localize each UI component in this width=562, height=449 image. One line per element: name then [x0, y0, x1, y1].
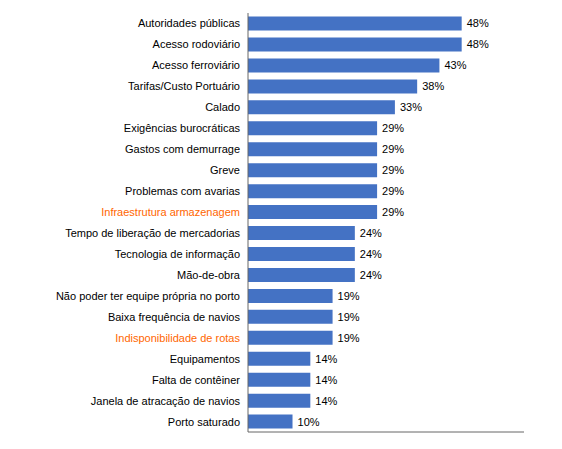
svg-text:48%: 48% — [467, 17, 489, 29]
svg-text:Não poder ter equipe própria n: Não poder ter equipe própria no porto — [56, 290, 240, 302]
svg-text:29%: 29% — [382, 164, 404, 176]
svg-text:43%: 43% — [444, 59, 466, 71]
svg-text:19%: 19% — [338, 332, 360, 344]
svg-text:Falta de contêiner: Falta de contêiner — [152, 374, 240, 386]
svg-text:14%: 14% — [315, 395, 337, 407]
svg-text:29%: 29% — [382, 185, 404, 197]
svg-text:Acesso ferroviário: Acesso ferroviário — [152, 59, 240, 71]
svg-text:24%: 24% — [360, 269, 382, 281]
svg-text:Indisponibilidade de rotas: Indisponibilidade de rotas — [115, 332, 240, 344]
svg-text:38%: 38% — [422, 80, 444, 92]
svg-text:Tempo de liberação de mercador: Tempo de liberação de mercadorias — [65, 227, 240, 239]
svg-text:Mão-de-obra: Mão-de-obra — [177, 269, 241, 281]
svg-text:14%: 14% — [315, 374, 337, 386]
svg-text:Tecnologia de informação: Tecnologia de informação — [115, 248, 240, 260]
svg-text:29%: 29% — [382, 143, 404, 155]
svg-text:Problemas com avarias: Problemas com avarias — [125, 185, 240, 197]
svg-text:33%: 33% — [400, 101, 422, 113]
svg-text:Greve: Greve — [210, 164, 240, 176]
svg-text:10%: 10% — [298, 416, 320, 428]
svg-text:Porto saturado: Porto saturado — [168, 416, 240, 428]
svg-text:Tarifas/Custo Portuário: Tarifas/Custo Portuário — [128, 80, 240, 92]
svg-text:Autoridades públicas: Autoridades públicas — [138, 17, 241, 29]
svg-text:19%: 19% — [338, 290, 360, 302]
svg-text:19%: 19% — [338, 311, 360, 323]
svg-text:48%: 48% — [467, 38, 489, 50]
svg-text:Calado: Calado — [205, 101, 240, 113]
svg-text:Gastos com demurrage: Gastos com demurrage — [125, 143, 240, 155]
svg-text:Baixa frequência de navios: Baixa frequência de navios — [108, 311, 241, 323]
svg-text:29%: 29% — [382, 206, 404, 218]
svg-text:Equipamentos: Equipamentos — [170, 353, 241, 365]
svg-text:24%: 24% — [360, 248, 382, 260]
svg-text:29%: 29% — [382, 122, 404, 134]
svg-text:24%: 24% — [360, 227, 382, 239]
svg-text:Acesso rodoviário: Acesso rodoviário — [153, 38, 240, 50]
svg-text:Infraestrutura armazenagem: Infraestrutura armazenagem — [101, 206, 240, 218]
svg-text:Janela de atracação de navios: Janela de atracação de navios — [91, 395, 241, 407]
svg-text:Exigências burocráticas: Exigências burocráticas — [124, 122, 241, 134]
svg-text:14%: 14% — [315, 353, 337, 365]
